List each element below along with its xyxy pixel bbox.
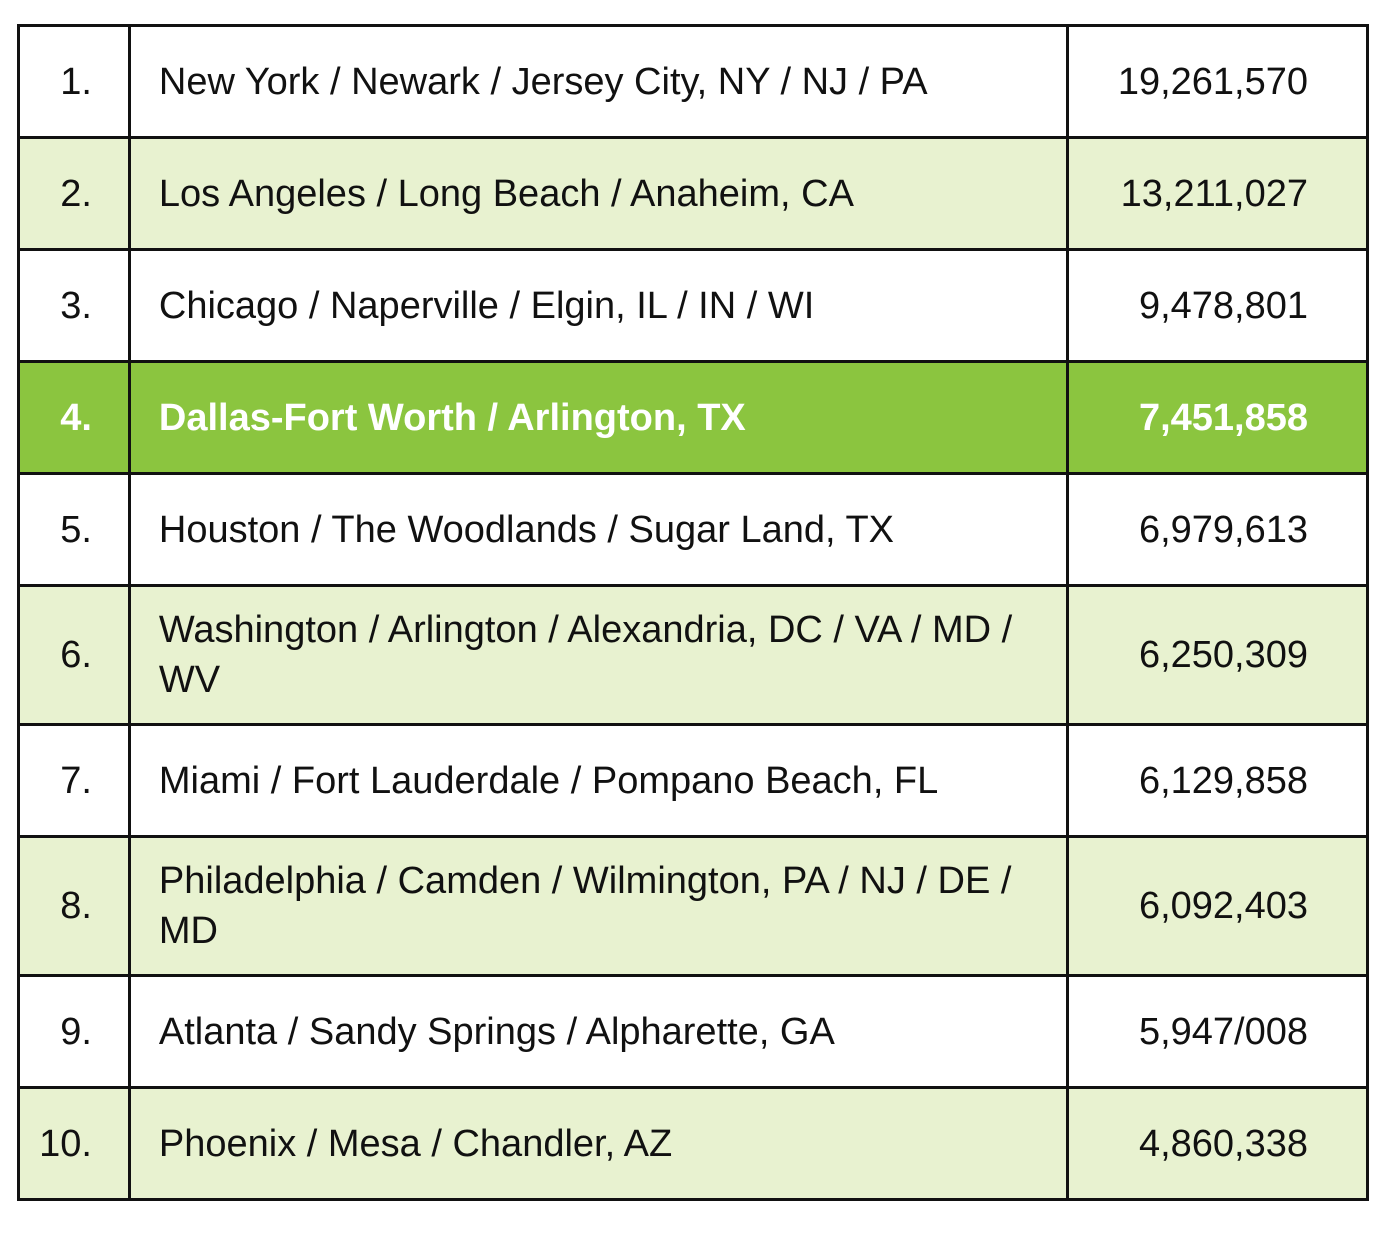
table-row: 10. Phoenix / Mesa / Chandler, AZ 4,860,… [17, 1086, 1370, 1201]
population-cell: 9,478,801 [1065, 248, 1370, 363]
table-row: 3. Chicago / Naperville / Elgin, IL / IN… [17, 248, 1370, 363]
population-cell: 6,979,613 [1065, 472, 1370, 587]
metro-area-cell: Houston / The Woodlands / Sugar Land, TX [127, 472, 1069, 587]
table-row: 9. Atlanta / Sandy Springs / Alpharette,… [17, 974, 1370, 1089]
table-row: 5. Houston / The Woodlands / Sugar Land,… [17, 472, 1370, 587]
table-row: 6. Washington / Arlington / Alexandria, … [17, 584, 1370, 726]
population-cell: 5,947/008 [1065, 974, 1370, 1089]
metro-area-cell: Chicago / Naperville / Elgin, IL / IN / … [127, 248, 1069, 363]
metro-area-cell: Atlanta / Sandy Springs / Alpharette, GA [127, 974, 1069, 1089]
rank-cell: 4. [17, 360, 131, 475]
metro-area-cell: New York / Newark / Jersey City, NY / NJ… [127, 24, 1069, 139]
highlighted-table-row: 4. Dallas-Fort Worth / Arlington, TX 7,4… [17, 360, 1370, 475]
metro-area-cell: Miami / Fort Lauderdale / Pompano Beach,… [127, 723, 1069, 838]
table-row: 2. Los Angeles / Long Beach / Anaheim, C… [17, 136, 1370, 251]
rank-cell: 2. [17, 136, 131, 251]
rank-cell: 7. [17, 723, 131, 838]
table-row: 1. New York / Newark / Jersey City, NY /… [17, 24, 1370, 139]
metro-area-cell: Washington / Arlington / Alexandria, DC … [127, 584, 1069, 726]
table-row: 7. Miami / Fort Lauderdale / Pompano Bea… [17, 723, 1370, 838]
rank-cell: 9. [17, 974, 131, 1089]
table-row: 8. Philadelphia / Camden / Wilmington, P… [17, 835, 1370, 977]
rank-cell: 6. [17, 584, 131, 726]
metro-area-cell: Dallas-Fort Worth / Arlington, TX [127, 360, 1069, 475]
population-cell: 7,451,858 [1065, 360, 1370, 475]
metro-area-cell: Philadelphia / Camden / Wilmington, PA /… [127, 835, 1069, 977]
rank-cell: 5. [17, 472, 131, 587]
population-cell: 19,261,570 [1065, 24, 1370, 139]
population-cell: 6,092,403 [1065, 835, 1370, 977]
rank-cell: 10. [17, 1086, 131, 1201]
population-cell: 6,250,309 [1065, 584, 1370, 726]
population-cell: 13,211,027 [1065, 136, 1370, 251]
population-cell: 4,860,338 [1065, 1086, 1370, 1201]
rank-cell: 3. [17, 248, 131, 363]
rank-cell: 1. [17, 24, 131, 139]
rank-cell: 8. [17, 835, 131, 977]
metro-area-cell: Los Angeles / Long Beach / Anaheim, CA [127, 136, 1069, 251]
population-cell: 6,129,858 [1065, 723, 1370, 838]
metro-population-table: 1. New York / Newark / Jersey City, NY /… [17, 24, 1370, 1201]
metro-area-cell: Phoenix / Mesa / Chandler, AZ [127, 1086, 1069, 1201]
